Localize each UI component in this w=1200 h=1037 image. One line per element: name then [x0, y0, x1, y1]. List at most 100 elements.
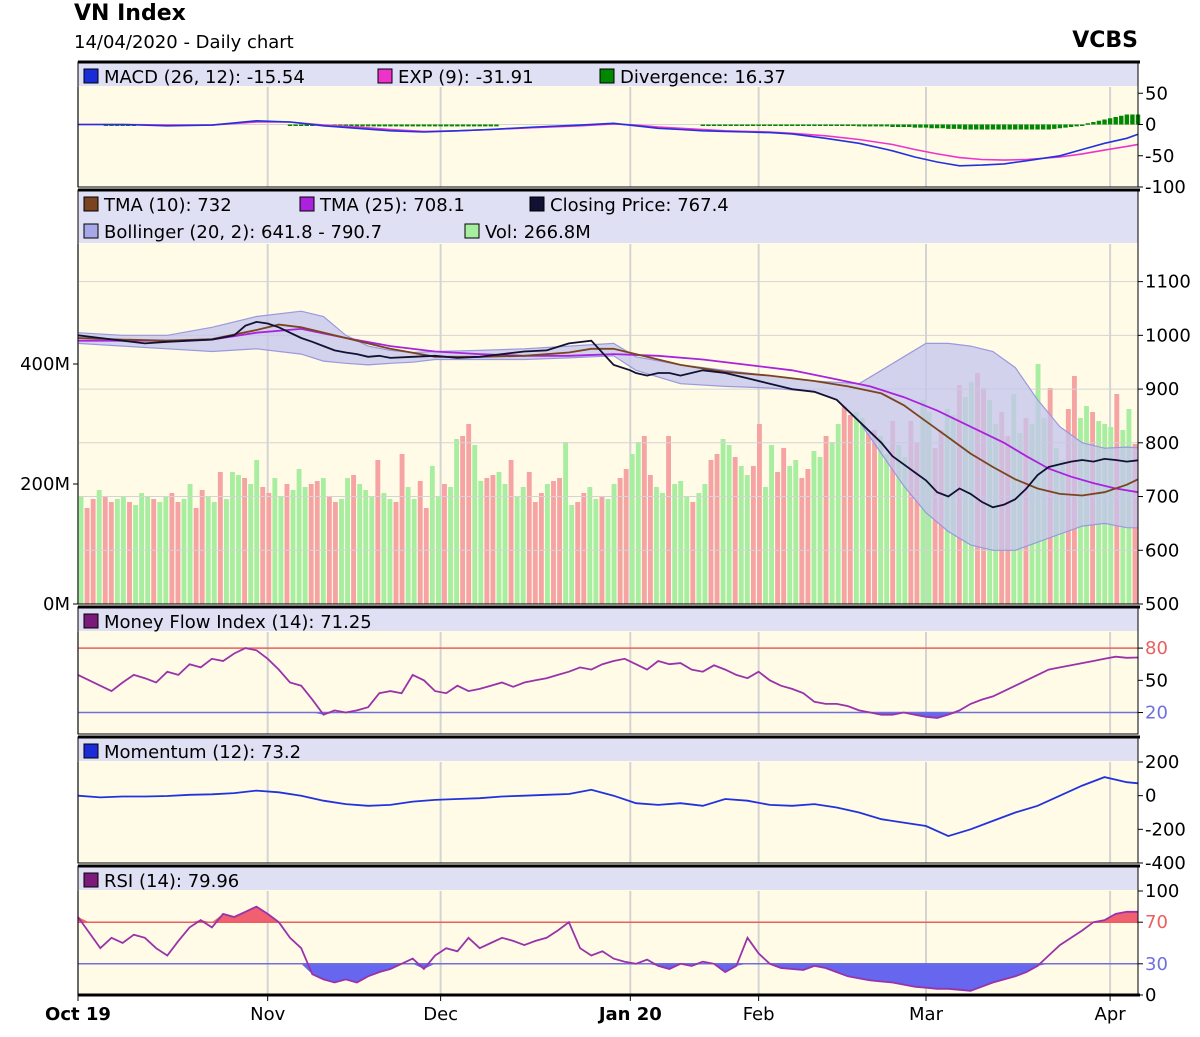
y-tick-label: 70 [1145, 912, 1168, 933]
divergence-bar [762, 124, 767, 126]
divergence-bar [427, 124, 432, 127]
legend-label: EXP (9): -31.91 [398, 67, 534, 88]
y-tick-label: 100 [1145, 881, 1179, 902]
volume-bar [654, 487, 659, 604]
volume-bar [411, 499, 417, 604]
x-tick-label: Jan 20 [597, 1004, 662, 1025]
divergence-bar [717, 124, 722, 126]
volume-bar [133, 505, 138, 604]
volume-bar [799, 478, 805, 604]
volume-bar [575, 502, 581, 604]
divergence-bar [773, 124, 778, 126]
divergence-bar [494, 124, 499, 127]
volume-bar [193, 508, 199, 604]
y-tick-label: 600 [1145, 540, 1179, 561]
legend-swatch-icon [83, 872, 99, 888]
volume-bar [750, 466, 756, 604]
divergence-bar [951, 124, 957, 129]
divergence-bar [1063, 124, 1068, 128]
divergence-bar [840, 124, 845, 126]
divergence-bar [410, 124, 415, 127]
volume-bar [308, 484, 314, 604]
volume-bar [520, 487, 526, 604]
volume-bar [314, 481, 320, 604]
divergence-bar [483, 124, 488, 127]
legend-swatch-icon [83, 68, 99, 84]
volume-bar [914, 442, 920, 604]
divergence-bar [890, 124, 895, 127]
volume-bar [242, 478, 247, 604]
legend-label: Money Flow Index (14): 71.25 [104, 612, 372, 633]
volume-bar [690, 502, 696, 604]
volume-bar [611, 484, 617, 604]
divergence-bar [756, 124, 761, 126]
volume-bar [375, 460, 381, 604]
divergence-bar [940, 124, 945, 129]
divergence-bar [996, 124, 1001, 130]
volume-bar [478, 481, 484, 604]
volume-bar [696, 493, 702, 604]
volume-bar [217, 472, 223, 604]
tma10-series-line [77, 323, 1139, 497]
volume-bar [708, 460, 714, 604]
volume-bar [448, 487, 453, 604]
volume-bar [181, 499, 187, 604]
legend-swatch-icon [83, 743, 99, 759]
divergence-bar [985, 124, 990, 130]
y-tick-label: 50 [1145, 83, 1168, 104]
volume-bar [817, 457, 823, 604]
volume-bar [666, 436, 671, 604]
divergence-bar [767, 124, 772, 126]
volume-bar [532, 502, 538, 604]
volume-bar [593, 499, 599, 604]
divergence-bar [929, 124, 934, 129]
volume-bar [169, 493, 175, 604]
divergence-bar [444, 124, 449, 127]
legend-label: RSI (14): 79.96 [104, 871, 239, 892]
volume-bar [484, 478, 490, 604]
divergence-bar [460, 124, 466, 127]
volume-bar [302, 487, 308, 604]
divergence-bar [354, 124, 360, 127]
divergence-bar [750, 124, 756, 126]
volume-bar [878, 436, 883, 604]
volume-bar [545, 484, 550, 604]
legend-swatch-icon [83, 196, 99, 212]
volume-bar [333, 502, 338, 604]
divergence-bar [293, 124, 298, 126]
divergence-bar [349, 124, 354, 127]
legend-label: Bollinger (20, 2): 641.8 - 790.7 [104, 222, 382, 243]
volume-bar [769, 445, 774, 604]
volume-bar [472, 445, 478, 604]
y-tick-label: 0 [1145, 985, 1156, 1006]
volume-bar [569, 505, 575, 604]
volume-bar [108, 502, 114, 604]
legend-background [78, 737, 1138, 761]
divergence-bar [1024, 124, 1029, 130]
x-tick-label: Dec [423, 1004, 458, 1025]
divergence-bar [856, 124, 862, 127]
volume-bar [199, 490, 205, 604]
y-tick-label: 800 [1145, 433, 1179, 454]
divergence-bar [907, 124, 912, 127]
volume-bar [641, 436, 647, 604]
divergence-bar [382, 124, 388, 127]
volume-bar [260, 487, 266, 604]
divergence-bar [388, 124, 393, 127]
divergence-bar [287, 124, 293, 126]
oversold-fill [78, 712, 1138, 718]
divergence-bar [371, 124, 376, 127]
divergence-bar [1029, 124, 1035, 130]
volume-bar [763, 487, 768, 604]
volume-bar [502, 484, 508, 604]
divergence-bar [1096, 120, 1102, 125]
divergence-bar [879, 124, 884, 127]
legend-swatch-icon [299, 196, 315, 212]
y-tick-label: -200 [1145, 819, 1186, 840]
divergence-bar [728, 124, 733, 126]
volume-bar [853, 412, 859, 604]
volume-bar [248, 484, 254, 604]
volume-bar [254, 460, 260, 604]
volume-bar [823, 436, 829, 604]
